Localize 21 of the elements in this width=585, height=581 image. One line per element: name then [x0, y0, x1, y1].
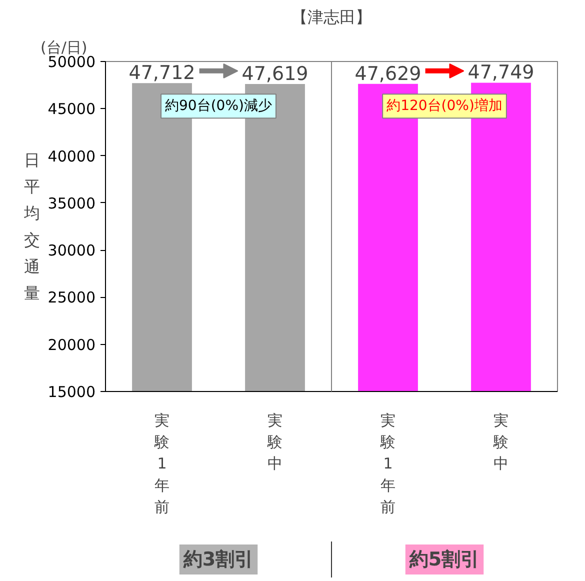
y-tick-label: 25000 [48, 288, 96, 307]
x-tick-label: 実験中 [266, 412, 282, 473]
y-axis-title: 日平均交通量 [22, 150, 40, 302]
data-label: 47,712 [128, 62, 196, 84]
text: 約5割引 [408, 548, 480, 570]
y-tick-label: 35000 [48, 194, 96, 212]
data-label: 47,749 [468, 62, 534, 84]
data-label: 47,629 [354, 62, 422, 85]
y-tick-label: 15000 [48, 383, 96, 401]
y-tick-label: 45000 [48, 100, 96, 118]
text: 約3割引 [182, 548, 254, 570]
x-tick-label: 実験1年前 [380, 412, 396, 516]
y-tick-label: 40000 [48, 147, 96, 166]
x-tick-label: 実験1年前 [154, 412, 170, 516]
data-label: 47,619 [242, 62, 308, 85]
annotation: 約90台(0%)減少 [165, 98, 272, 114]
x-tick-label: 実験中 [492, 412, 508, 473]
annotation: 約120台(0%)増加 [386, 97, 502, 114]
y-tick-label: 30000 [48, 242, 96, 260]
y-tick-label: 20000 [48, 336, 96, 354]
chart-title: 【津志田】 [292, 8, 372, 26]
